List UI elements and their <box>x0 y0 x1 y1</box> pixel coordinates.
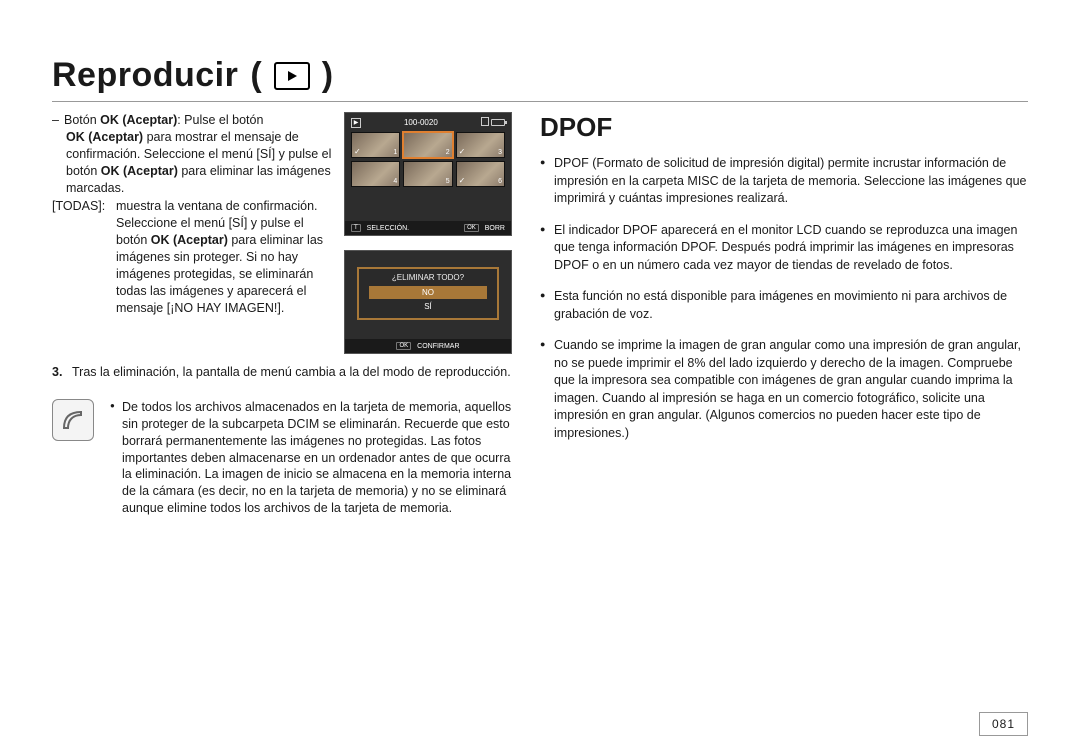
dpof-bullet-3: Esta función no está disponible para imá… <box>540 288 1028 323</box>
note-text: De todos los archivos almacenados en la … <box>110 399 512 517</box>
page-number: 081 <box>979 712 1028 736</box>
ok-button-lcd2: OK <box>396 342 411 350</box>
dpof-heading: DPOF <box>540 112 1028 143</box>
ok-label-2: OK (Aceptar) <box>66 130 143 144</box>
title-paren-open: ( <box>250 56 261 95</box>
t-button: T <box>351 224 361 232</box>
ok-button-lcd: OK <box>464 224 479 232</box>
lcd-confirm-dialog: ¿ELIMINAR TODO? NO SÍ OK CONFIRMAR <box>344 250 512 354</box>
lcd-thumbnail-selection: ▶ 100-0020 1 2 3 4 5 6 <box>344 112 512 236</box>
page-title: Reproducir <box>52 56 238 95</box>
thumb-4: 4 <box>351 161 400 187</box>
thumb-5: 5 <box>403 161 452 187</box>
ok-line2a: para mostrar <box>143 130 217 144</box>
ok-label-3: OK (Aceptar) <box>101 164 178 178</box>
title-paren-close: ) <box>322 56 333 95</box>
play-icon: ▶ <box>351 118 361 128</box>
thumb-3: 3 <box>456 132 505 158</box>
option-si: SÍ <box>369 300 487 313</box>
thumb-6: 6 <box>456 161 505 187</box>
thumb-2: 2 <box>403 132 452 158</box>
delete-label: BORR <box>485 225 505 232</box>
battery-icon <box>491 119 505 126</box>
note-block: De todos los archivos almacenados en la … <box>52 399 512 517</box>
todas-definition: [TODAS]: muestra la ventana de confirmac… <box>52 198 332 316</box>
dpof-bullet-2: El indicador DPOF aparecerá en el monito… <box>540 222 1028 275</box>
dpof-bullet-1: DPOF (Formato de solicitud de impresión … <box>540 155 1028 208</box>
page-title-row: Reproducir ( ) <box>52 56 1028 102</box>
todas-label: [TODAS]: <box>52 198 112 316</box>
ok-tail: : Pulse el botón <box>177 113 263 127</box>
note-icon <box>52 399 94 441</box>
confirm-title: ¿ELIMINAR TODO? <box>359 273 497 282</box>
step-3-text: Tras la eliminación, la pantalla de menú… <box>72 364 511 381</box>
play-mode-icon <box>274 62 310 90</box>
dpof-bullet-4: Cuando se imprime la imagen de gran angu… <box>540 337 1028 442</box>
ok-label-4: OK (Aceptar) <box>151 233 228 247</box>
step-3: 3. Tras la eliminación, la pantalla de m… <box>52 364 512 381</box>
ok-button-definition: –Botón OK (Aceptar): Pulse el botón OK (… <box>52 112 332 196</box>
ok-label: OK (Aceptar) <box>100 113 177 127</box>
selection-label: SELECCIÓN. <box>367 225 409 232</box>
dash: – <box>52 112 64 129</box>
thumb-1: 1 <box>351 132 400 158</box>
card-icon <box>481 117 489 126</box>
option-no: NO <box>369 286 487 299</box>
file-number: 100-0020 <box>404 118 438 127</box>
confirm-label: CONFIRMAR <box>417 343 459 350</box>
step-3-number: 3. <box>52 364 66 381</box>
confirm-box: ¿ELIMINAR TODO? NO SÍ <box>357 267 499 320</box>
